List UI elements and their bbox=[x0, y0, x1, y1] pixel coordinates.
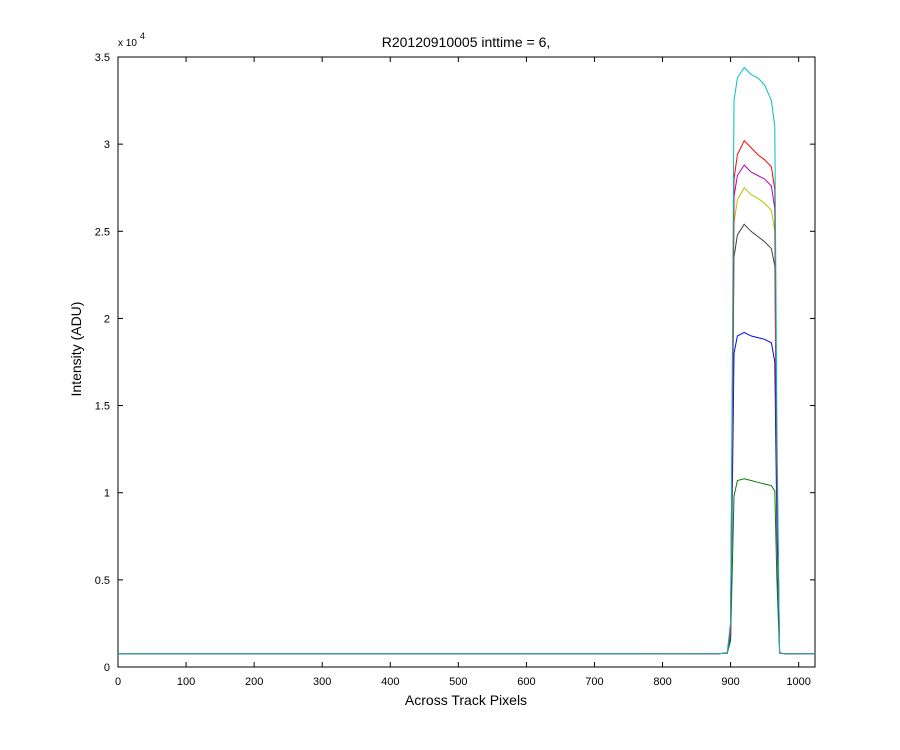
x-tick-label: 600 bbox=[517, 676, 535, 688]
y-tick-label: 0 bbox=[104, 662, 110, 674]
y-tick-label: 2.5 bbox=[95, 226, 110, 238]
series-line-1 bbox=[117, 478, 816, 655]
series-layer bbox=[117, 66, 816, 655]
y-tick-label: 1 bbox=[104, 488, 110, 500]
x-tick-label: 200 bbox=[245, 676, 263, 688]
x-tick-label: 1000 bbox=[786, 676, 810, 688]
x-tick-label: 300 bbox=[313, 676, 331, 688]
series-line-7 bbox=[117, 66, 816, 655]
x-tick-label: 700 bbox=[585, 676, 603, 688]
y-axis-label: Intensity (ADU) bbox=[68, 302, 84, 397]
x-tick-label: 100 bbox=[177, 676, 195, 688]
y-tick-label: 3 bbox=[104, 139, 110, 151]
x-axis-label: Across Track Pixels bbox=[405, 692, 527, 708]
x-tick-label: 400 bbox=[381, 676, 399, 688]
x-tick-label: 0 bbox=[115, 676, 121, 688]
x-tick-label: 900 bbox=[721, 676, 739, 688]
y-tick-label: 3.5 bbox=[95, 52, 110, 64]
plot-area: 0 100 200 300 400 500 600 700 800 900 1000 0 0.5 1 1.… bbox=[95, 52, 816, 688]
y-exponent-base: x 10 bbox=[118, 38, 137, 49]
y-axis-ticks: 0 0.5 1 1.5 2 2.5 3 3.5 bbox=[95, 52, 815, 674]
x-tick-label: 800 bbox=[653, 676, 671, 688]
y-tick-label: 2 bbox=[104, 313, 110, 325]
axes-box bbox=[117, 56, 816, 668]
y-tick-label: 0.5 bbox=[95, 575, 110, 587]
y-tick-label: 1.5 bbox=[95, 401, 110, 413]
y-exponent-power: 4 bbox=[140, 31, 145, 41]
x-tick-label: 500 bbox=[449, 676, 467, 688]
chart-title: R20120910005 inttime = 6, bbox=[382, 34, 551, 50]
x-axis-ticks: 0 100 200 300 400 500 600 700 800 900 1000 bbox=[115, 57, 811, 688]
